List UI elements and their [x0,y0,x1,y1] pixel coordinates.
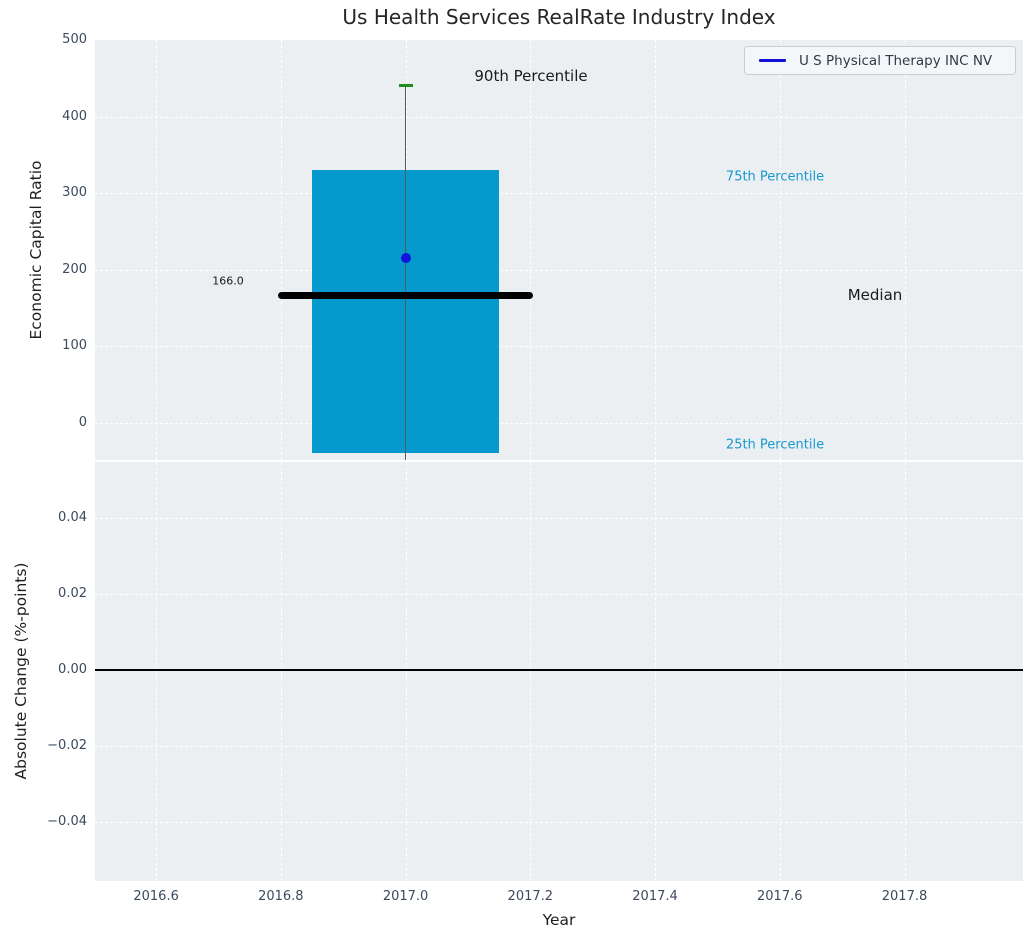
gridline-vertical [280,40,282,460]
company-point-dot [400,253,411,264]
x-tick-label: 2017.6 [757,889,803,904]
y-tick-label: 0 [78,414,87,430]
p25-label: 25th Percentile [725,437,825,453]
y-tick-label: 400 [62,108,87,124]
bottom-y-axis-label: Absolute Change (%-points) [12,562,30,780]
gridline-horizontal [95,594,1023,596]
gridline-horizontal [95,518,1023,520]
y-tick-label: −0.02 [47,737,87,753]
x-tick-label: 2017.4 [632,889,678,904]
median-value-label: 166.0 [212,274,244,288]
gridline-horizontal [95,193,1023,195]
chart-title: Us Health Services RealRate Industry Ind… [342,5,776,29]
x-axis-label: Year [542,911,576,929]
top-axes: 166.0 90th Percentile 75th Percentile 25… [95,40,1023,460]
gridline-horizontal [95,269,1023,271]
gridline-horizontal [95,346,1023,348]
p90-label: 90th Percentile [474,67,588,85]
y-tick-label: 0.02 [58,586,87,602]
gridline-vertical [655,40,657,460]
gridline-vertical [904,462,906,881]
legend: U S Physical Therapy INC NV [744,46,1016,75]
x-tick-label: 2017.8 [881,889,928,904]
gridline-vertical [280,462,282,881]
gridline-vertical [530,40,532,460]
y-tick-label: 0.00 [58,662,87,677]
gridline-horizontal [95,422,1023,424]
gridline-vertical [530,462,532,881]
gridline-vertical [156,462,158,881]
gridline-vertical [779,40,781,460]
gridline-vertical [904,40,906,460]
bottom-axes [95,462,1023,881]
y-tick-label: 200 [62,261,87,277]
gridline-vertical [405,462,407,881]
legend-line-swatch [759,59,786,62]
y-tick-label: 100 [62,338,87,354]
median-label: Median [847,286,903,304]
legend-label: U S Physical Therapy INC NV [799,52,993,69]
x-tick-label: 2017.2 [507,889,554,904]
y-tick-label: 0.04 [58,510,87,526]
median-line [277,292,534,300]
gridline-horizontal [95,821,1023,823]
x-tick-label: 2017.0 [382,889,429,904]
x-tick-label: 2016.8 [258,889,304,904]
p90-cap [398,84,413,88]
zero-line [95,669,1023,671]
gridline-vertical [156,40,158,460]
y-tick-label: 300 [62,185,87,201]
y-tick-label: −0.04 [47,813,87,829]
gridline-vertical [779,462,781,881]
gridline-vertical [655,462,657,881]
whisker-line [404,85,407,460]
x-tick-label: 2016.6 [133,889,179,904]
gridline-horizontal [95,745,1023,747]
p75-label: 75th Percentile [725,169,825,185]
y-tick-label: 500 [62,32,87,47]
gridline-horizontal [95,116,1023,118]
